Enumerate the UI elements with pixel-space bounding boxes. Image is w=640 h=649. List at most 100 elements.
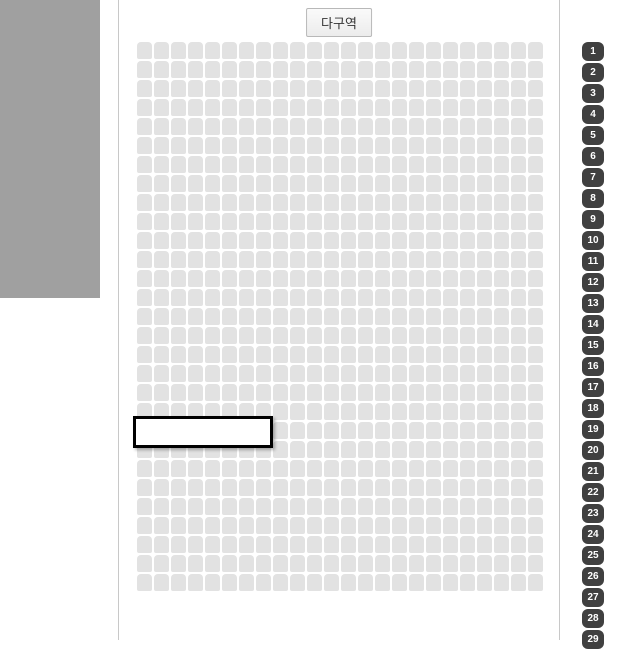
seat[interactable] — [358, 213, 373, 230]
seat[interactable] — [443, 42, 458, 59]
seat[interactable] — [171, 517, 186, 534]
seat[interactable] — [307, 479, 322, 496]
seat[interactable] — [137, 289, 152, 306]
seat[interactable] — [307, 574, 322, 591]
seat[interactable] — [528, 42, 543, 59]
seat[interactable] — [426, 327, 441, 344]
seat[interactable] — [171, 555, 186, 572]
seat[interactable] — [188, 498, 203, 515]
seat[interactable] — [511, 479, 526, 496]
seat[interactable] — [375, 118, 390, 135]
seat[interactable] — [392, 175, 407, 192]
seat[interactable] — [494, 251, 509, 268]
seat[interactable] — [392, 61, 407, 78]
seat[interactable] — [409, 384, 424, 401]
seat[interactable] — [324, 517, 339, 534]
seat[interactable] — [273, 289, 288, 306]
seat[interactable] — [290, 403, 305, 420]
seat[interactable] — [171, 498, 186, 515]
seat[interactable] — [239, 308, 254, 325]
seat[interactable] — [392, 403, 407, 420]
seat[interactable] — [392, 232, 407, 249]
seat[interactable] — [222, 403, 237, 420]
seat[interactable] — [392, 42, 407, 59]
seat[interactable] — [511, 42, 526, 59]
seat[interactable] — [154, 232, 169, 249]
seat[interactable] — [477, 137, 492, 154]
seat[interactable] — [205, 137, 220, 154]
seat[interactable] — [256, 194, 271, 211]
seat[interactable] — [222, 574, 237, 591]
seat[interactable] — [239, 574, 254, 591]
seat[interactable] — [392, 80, 407, 97]
seat[interactable] — [341, 42, 356, 59]
seat[interactable] — [341, 574, 356, 591]
seat[interactable] — [273, 517, 288, 534]
seat[interactable] — [154, 403, 169, 420]
seat[interactable] — [171, 384, 186, 401]
seat[interactable] — [222, 365, 237, 382]
seat[interactable] — [222, 536, 237, 553]
seat[interactable] — [426, 194, 441, 211]
seat[interactable] — [358, 289, 373, 306]
seat[interactable] — [290, 42, 305, 59]
seat[interactable] — [324, 232, 339, 249]
seat[interactable] — [324, 536, 339, 553]
seat[interactable] — [528, 194, 543, 211]
seat[interactable] — [137, 403, 152, 420]
seat[interactable] — [494, 308, 509, 325]
seat[interactable] — [375, 517, 390, 534]
seat[interactable] — [239, 441, 254, 458]
seat[interactable] — [239, 61, 254, 78]
seat[interactable] — [375, 80, 390, 97]
seat[interactable] — [426, 536, 441, 553]
seat[interactable] — [341, 251, 356, 268]
seat[interactable] — [307, 365, 322, 382]
seat[interactable] — [358, 517, 373, 534]
seat[interactable] — [154, 194, 169, 211]
seat[interactable] — [392, 137, 407, 154]
seat[interactable] — [358, 441, 373, 458]
seat[interactable] — [137, 194, 152, 211]
seat[interactable] — [205, 118, 220, 135]
seat[interactable] — [460, 422, 475, 439]
seat[interactable] — [409, 99, 424, 116]
seat[interactable] — [273, 194, 288, 211]
seat[interactable] — [324, 61, 339, 78]
seat[interactable] — [511, 460, 526, 477]
seat[interactable] — [188, 42, 203, 59]
seat[interactable] — [222, 270, 237, 287]
seat[interactable] — [205, 99, 220, 116]
seat[interactable] — [494, 194, 509, 211]
seat[interactable] — [528, 118, 543, 135]
seat[interactable] — [409, 61, 424, 78]
seat[interactable] — [341, 118, 356, 135]
seat[interactable] — [443, 156, 458, 173]
seat[interactable] — [273, 460, 288, 477]
seat[interactable] — [137, 327, 152, 344]
seat[interactable] — [443, 536, 458, 553]
seat[interactable] — [341, 365, 356, 382]
seat[interactable] — [154, 99, 169, 116]
seat[interactable] — [409, 555, 424, 572]
seat[interactable] — [273, 80, 288, 97]
seat[interactable] — [324, 460, 339, 477]
seat[interactable] — [137, 42, 152, 59]
seat[interactable] — [375, 232, 390, 249]
seat[interactable] — [222, 175, 237, 192]
seat[interactable] — [188, 536, 203, 553]
seat[interactable] — [205, 61, 220, 78]
seat[interactable] — [409, 118, 424, 135]
seat[interactable] — [460, 137, 475, 154]
seat[interactable] — [375, 175, 390, 192]
seat[interactable] — [137, 441, 152, 458]
seat[interactable] — [188, 80, 203, 97]
seat[interactable] — [477, 118, 492, 135]
seat[interactable] — [154, 289, 169, 306]
seat[interactable] — [307, 460, 322, 477]
seat[interactable] — [171, 175, 186, 192]
seat[interactable] — [341, 61, 356, 78]
seat[interactable] — [205, 270, 220, 287]
seat[interactable] — [154, 346, 169, 363]
seat[interactable] — [290, 156, 305, 173]
